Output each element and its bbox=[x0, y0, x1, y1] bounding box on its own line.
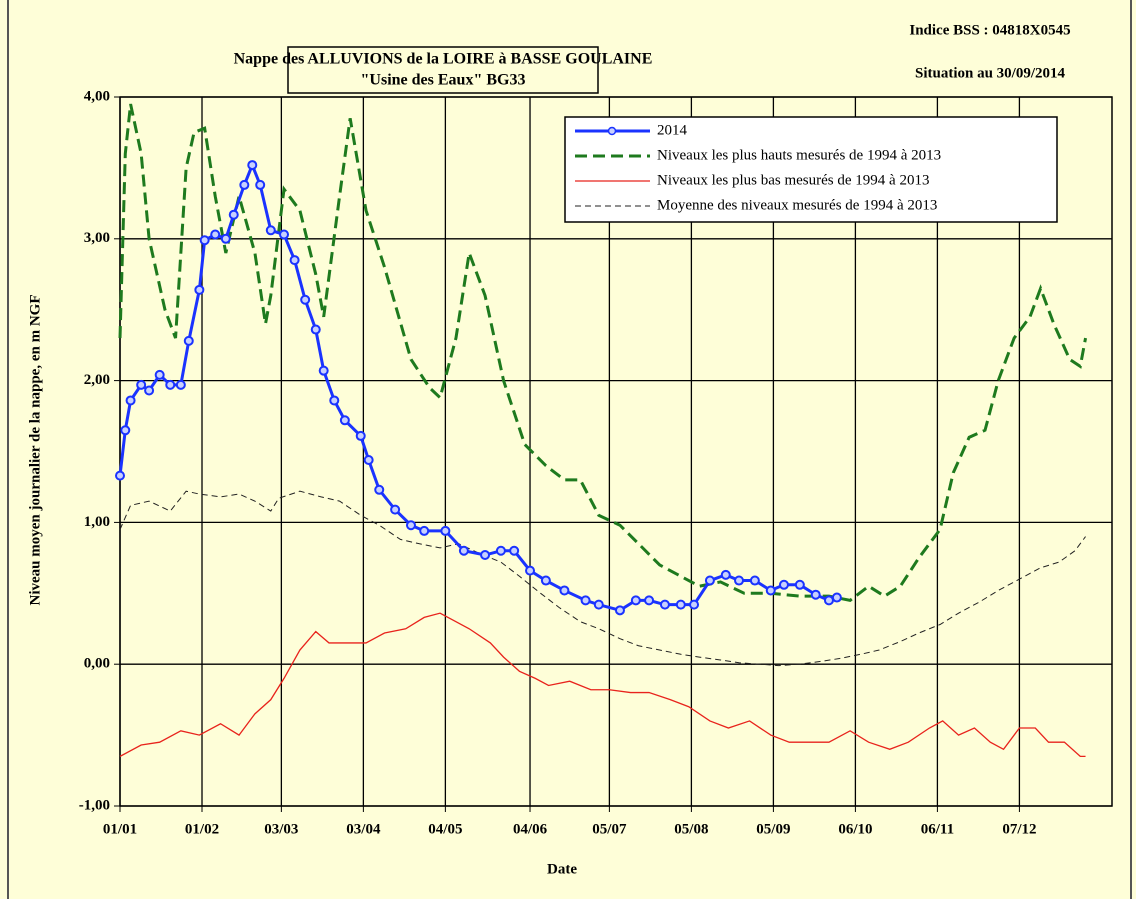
x-tick-label: 06/11 bbox=[921, 821, 954, 837]
data-point bbox=[525, 565, 536, 576]
series-line bbox=[118, 103, 1088, 602]
data-point bbox=[540, 575, 551, 586]
data-point bbox=[120, 425, 131, 436]
data-point bbox=[228, 209, 239, 220]
data-point bbox=[593, 599, 604, 610]
legend-label: Moyenne des niveaux mesurés de 1994 à 20… bbox=[657, 197, 937, 213]
y-tick-label: 3,00 bbox=[84, 230, 110, 246]
data-point bbox=[279, 229, 290, 240]
x-tick-label: 03/03 bbox=[264, 821, 298, 837]
annotation: Situation au 30/09/2014 bbox=[915, 65, 1066, 81]
data-point bbox=[630, 595, 641, 606]
data-point bbox=[220, 233, 231, 244]
data-point bbox=[175, 379, 186, 390]
x-tick-label: 01/01 bbox=[103, 821, 137, 837]
y-tick-label: 4,00 bbox=[84, 88, 110, 104]
data-point bbox=[339, 415, 350, 426]
data-point bbox=[183, 335, 194, 346]
data-point bbox=[734, 575, 745, 586]
legend-label: 2014 bbox=[657, 122, 688, 138]
data-point bbox=[115, 470, 125, 481]
plot-border bbox=[119, 96, 1113, 807]
data-point bbox=[165, 379, 176, 390]
x-tick-label: 01/02 bbox=[185, 821, 219, 837]
x-tick-label: 04/06 bbox=[513, 821, 548, 837]
data-point bbox=[194, 284, 205, 295]
series-line bbox=[119, 490, 1086, 667]
data-point bbox=[390, 504, 401, 515]
data-point bbox=[794, 579, 805, 590]
x-tick-label: 07/12 bbox=[1002, 821, 1036, 837]
data-point bbox=[831, 592, 842, 603]
data-point bbox=[810, 589, 821, 600]
data-point bbox=[363, 455, 374, 466]
data-point bbox=[458, 545, 469, 556]
data-point bbox=[310, 324, 321, 335]
x-tick-label: 05/07 bbox=[592, 821, 627, 837]
annotation: Indice BSS : 04818X0545 bbox=[909, 22, 1070, 38]
data-point bbox=[580, 595, 591, 606]
chart-title: Nappe des ALLUVIONS de la LOIRE à BASSE … bbox=[234, 51, 653, 68]
data-point bbox=[704, 575, 715, 586]
data-point bbox=[644, 595, 655, 606]
data-point bbox=[480, 550, 491, 561]
legend-label: Niveaux les plus bas mesurés de 1994 à 2… bbox=[657, 172, 929, 188]
x-tick-label: 05/08 bbox=[674, 821, 708, 837]
x-axis-label: Date bbox=[547, 861, 577, 877]
data-point bbox=[199, 235, 210, 246]
data-point bbox=[675, 599, 686, 610]
data-point bbox=[355, 430, 366, 441]
data-point bbox=[720, 569, 731, 580]
data-point bbox=[765, 585, 776, 596]
data-point bbox=[144, 385, 155, 396]
x-tick-label: 03/04 bbox=[346, 821, 381, 837]
data-point bbox=[154, 369, 165, 380]
data-point bbox=[440, 525, 451, 536]
data-point bbox=[614, 605, 625, 616]
data-point bbox=[689, 599, 700, 610]
data-point bbox=[136, 379, 147, 390]
data-point bbox=[509, 545, 520, 556]
data-point bbox=[823, 595, 834, 606]
data-point bbox=[239, 179, 250, 190]
data-point bbox=[318, 365, 329, 376]
data-point bbox=[749, 575, 760, 586]
chart-subtitle: "Usine des Eaux" BG33 bbox=[361, 72, 526, 89]
x-tick-label: 05/09 bbox=[756, 821, 790, 837]
legend-box bbox=[564, 116, 1058, 223]
data-point bbox=[329, 395, 340, 406]
x-tick-label: 06/10 bbox=[838, 821, 872, 837]
data-point bbox=[289, 255, 300, 266]
data-point bbox=[265, 225, 276, 236]
y-tick-label: 0,00 bbox=[84, 656, 110, 672]
x-tick-label: 04/05 bbox=[428, 821, 462, 837]
data-point bbox=[495, 545, 506, 556]
y-axis-label: Niveau moyen journalier de la nappe, en … bbox=[27, 295, 43, 606]
data-point bbox=[210, 229, 221, 240]
y-tick-label: 2,00 bbox=[84, 372, 110, 388]
data-point bbox=[374, 484, 385, 495]
title-box bbox=[287, 46, 599, 94]
data-point bbox=[255, 179, 266, 190]
series-line bbox=[119, 612, 1086, 758]
legend-marker bbox=[607, 126, 617, 136]
data-point bbox=[300, 294, 311, 305]
data-point bbox=[659, 599, 670, 610]
data-point bbox=[559, 585, 570, 596]
data-point bbox=[778, 579, 789, 590]
data-point bbox=[419, 525, 430, 536]
y-tick-label: 1,00 bbox=[84, 514, 110, 530]
data-point bbox=[405, 520, 416, 531]
legend-label: Niveaux les plus hauts mesurés de 1994 à… bbox=[657, 147, 941, 163]
y-tick-label: -1,00 bbox=[79, 797, 110, 813]
data-point bbox=[247, 160, 258, 171]
data-point bbox=[125, 395, 136, 406]
